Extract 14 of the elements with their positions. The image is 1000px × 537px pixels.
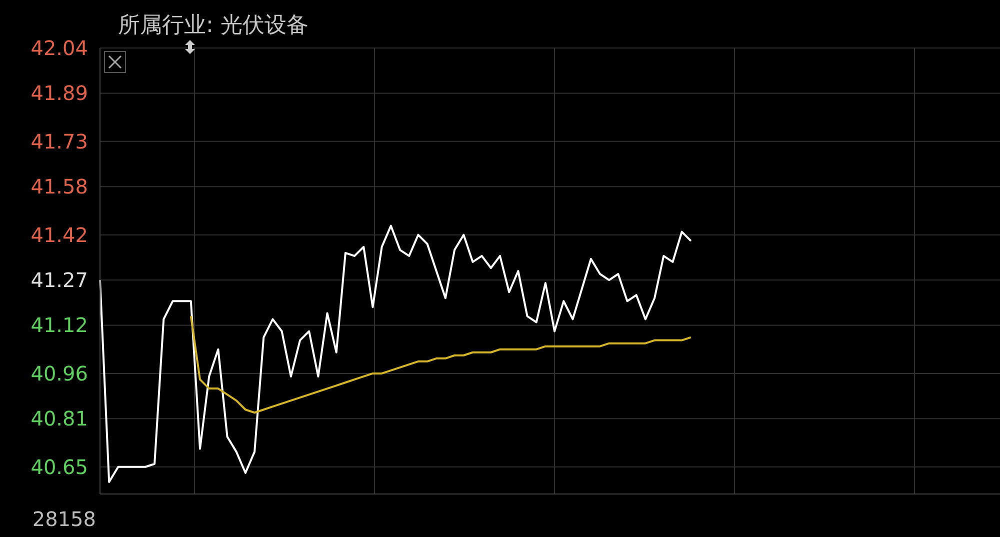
chart-title: 所属行业: 光伏设备 (118, 12, 308, 40)
y-tick-label: 41.12 (30, 313, 88, 338)
y-tick-label: 41.27 (30, 268, 88, 292)
y-tick-label: 40.65 (30, 454, 88, 479)
y-tick-label: 41.58 (30, 174, 88, 199)
y-tick-label: 41.42 (30, 222, 88, 247)
line-series (190, 315, 692, 414)
line-series (99, 224, 692, 483)
y-tick-label: 40.81 (30, 406, 88, 431)
text: 28158 (31, 507, 96, 531)
y-tick-label: 42.04 (30, 36, 88, 60)
y-tick-label: 41.89 (30, 81, 88, 106)
y-tick-label: 40.96 (30, 361, 88, 386)
y-tick-label: 41.73 (30, 129, 88, 154)
